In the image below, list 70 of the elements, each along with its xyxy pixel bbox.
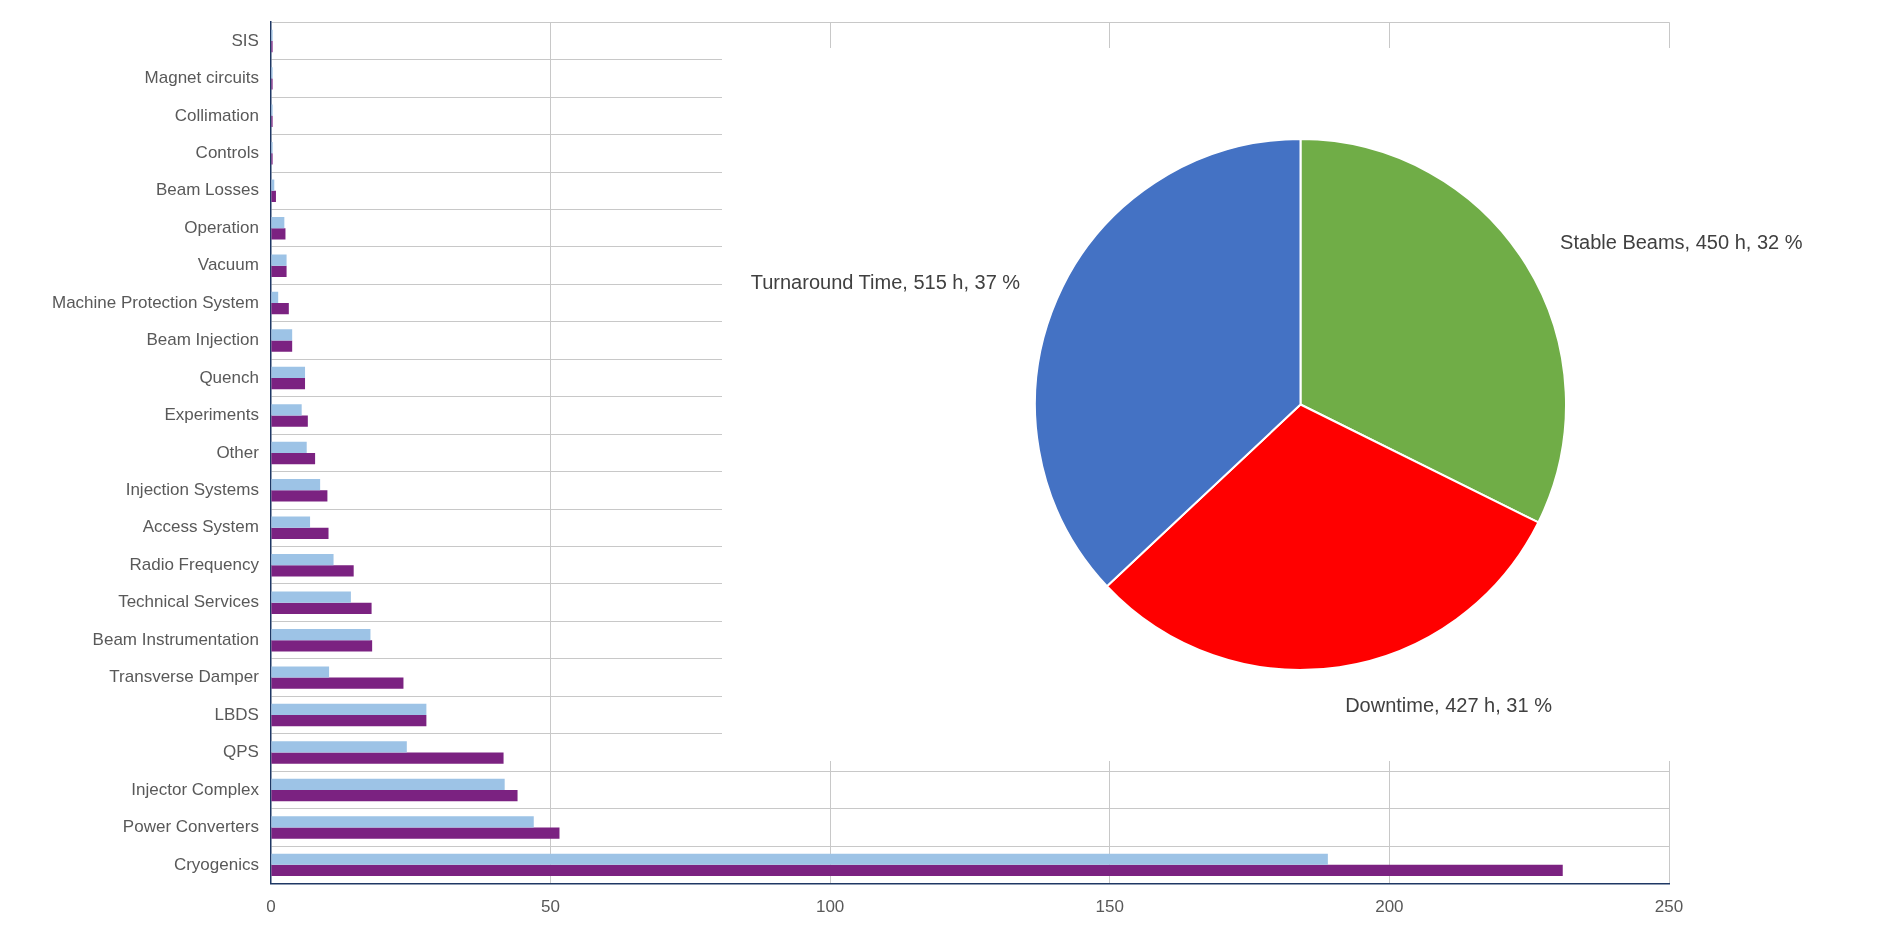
- bar: [271, 789, 518, 802]
- y-tick-label: LBDS: [214, 704, 259, 724]
- bar: [271, 329, 293, 341]
- bar: [271, 527, 329, 540]
- y-tick-label: Other: [216, 442, 260, 462]
- y-tick-label: Vacuum: [197, 255, 259, 275]
- bar: [271, 741, 407, 753]
- bar: [271, 827, 560, 839]
- bar: [271, 853, 1328, 865]
- bar: [271, 479, 321, 491]
- bar: [271, 254, 287, 266]
- x-tick-label: 100: [815, 897, 845, 917]
- bar: [271, 179, 275, 191]
- bar: [271, 640, 373, 652]
- y-tick-label: Injector Complex: [131, 779, 260, 799]
- bar: [271, 752, 504, 764]
- bar: [271, 602, 372, 614]
- bar: [271, 441, 307, 453]
- bar: [271, 715, 427, 727]
- x-tick-label: 150: [1095, 897, 1124, 917]
- y-tick-label: Access System: [142, 517, 259, 537]
- bar: [271, 816, 534, 828]
- slice-label: Downtime, 427 h, 31 %: [1345, 694, 1553, 717]
- y-tick-label: Beam Losses: [155, 180, 259, 200]
- bar: [271, 666, 330, 678]
- bar: [271, 404, 302, 416]
- x-tick-label: 0: [266, 897, 276, 917]
- y-tick-label: Machine Protection System: [52, 292, 259, 312]
- bar: [271, 303, 289, 315]
- y-tick-label: Collimation: [174, 105, 259, 125]
- x-tick-label: 200: [1375, 897, 1404, 917]
- bar: [271, 554, 334, 566]
- y-tick-label: Magnet circuits: [144, 68, 259, 88]
- bar: [271, 677, 404, 689]
- y-tick-label: Injection Systems: [125, 480, 259, 500]
- bar: [271, 778, 505, 790]
- bar: [271, 452, 316, 465]
- y-tick-label: Transverse Damper: [109, 667, 260, 687]
- bar: [271, 190, 276, 202]
- bar: [271, 366, 306, 378]
- x-tick-label: 250: [1654, 897, 1684, 917]
- bar: [271, 216, 285, 229]
- y-tick-label: Operation: [184, 217, 259, 237]
- bar: [271, 628, 371, 641]
- bar: [271, 415, 308, 427]
- slice-label: Stable Beams, 450 h, 32 %: [1560, 230, 1803, 253]
- y-tick-label: Power Converters: [122, 817, 259, 837]
- bar: [271, 291, 279, 304]
- y-tick-label: Cryogenics: [173, 854, 259, 874]
- y-tick-label: Beam Instrumentation: [92, 629, 259, 649]
- bar: [271, 228, 286, 240]
- y-tick-label: Radio Frequency: [129, 554, 260, 574]
- bar: [271, 591, 351, 603]
- y-tick-label: Controls: [195, 142, 259, 162]
- y-tick-label: QPS: [223, 742, 259, 762]
- y-tick-label: Experiments: [164, 405, 259, 425]
- bar: [271, 864, 1563, 877]
- bar: [271, 565, 354, 577]
- bar: [271, 490, 328, 502]
- y-tick-label: SIS: [231, 30, 259, 50]
- y-tick-label: Technical Services: [118, 592, 259, 612]
- bar: [271, 378, 306, 390]
- bar: [271, 703, 427, 716]
- bar: [271, 265, 287, 277]
- x-tick-label: 50: [541, 897, 560, 917]
- bar: [271, 340, 293, 352]
- bar: [271, 516, 311, 528]
- y-tick-label: Quench: [199, 367, 259, 387]
- slice-label: Turnaround Time, 515 h, 37 %: [750, 270, 1021, 293]
- y-tick-label: Beam Injection: [146, 330, 259, 350]
